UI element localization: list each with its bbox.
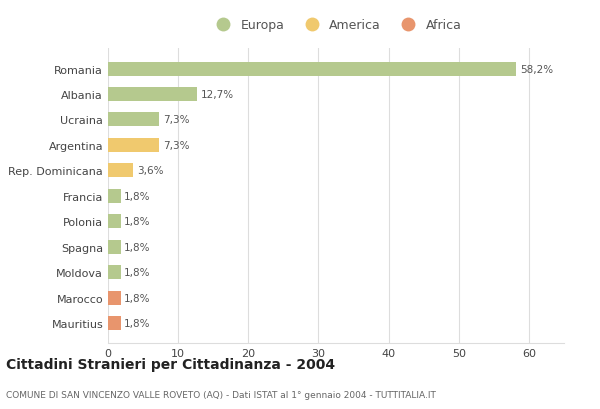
Bar	[108, 316, 121, 330]
Bar	[108, 88, 197, 102]
Text: 1,8%: 1,8%	[124, 191, 151, 201]
Text: 1,8%: 1,8%	[124, 267, 151, 277]
Text: 1,8%: 1,8%	[124, 318, 151, 328]
Text: 1,8%: 1,8%	[124, 293, 151, 303]
Text: COMUNE DI SAN VINCENZO VALLE ROVETO (AQ) - Dati ISTAT al 1° gennaio 2004 - TUTTI: COMUNE DI SAN VINCENZO VALLE ROVETO (AQ)…	[6, 390, 436, 399]
Bar	[108, 291, 121, 305]
Text: 7,3%: 7,3%	[163, 141, 189, 151]
Bar	[108, 189, 121, 203]
Bar	[108, 63, 516, 76]
Bar	[108, 265, 121, 279]
Text: 1,8%: 1,8%	[124, 242, 151, 252]
Legend: Europa, America, Africa: Europa, America, Africa	[205, 14, 467, 37]
Bar	[108, 164, 133, 178]
Bar	[108, 240, 121, 254]
Text: 58,2%: 58,2%	[520, 65, 553, 74]
Text: 7,3%: 7,3%	[163, 115, 189, 125]
Text: Cittadini Stranieri per Cittadinanza - 2004: Cittadini Stranieri per Cittadinanza - 2…	[6, 357, 335, 371]
Bar	[108, 113, 159, 127]
Bar	[108, 215, 121, 229]
Text: 3,6%: 3,6%	[137, 166, 163, 176]
Bar	[108, 139, 159, 153]
Text: 1,8%: 1,8%	[124, 217, 151, 227]
Text: 12,7%: 12,7%	[200, 90, 234, 100]
